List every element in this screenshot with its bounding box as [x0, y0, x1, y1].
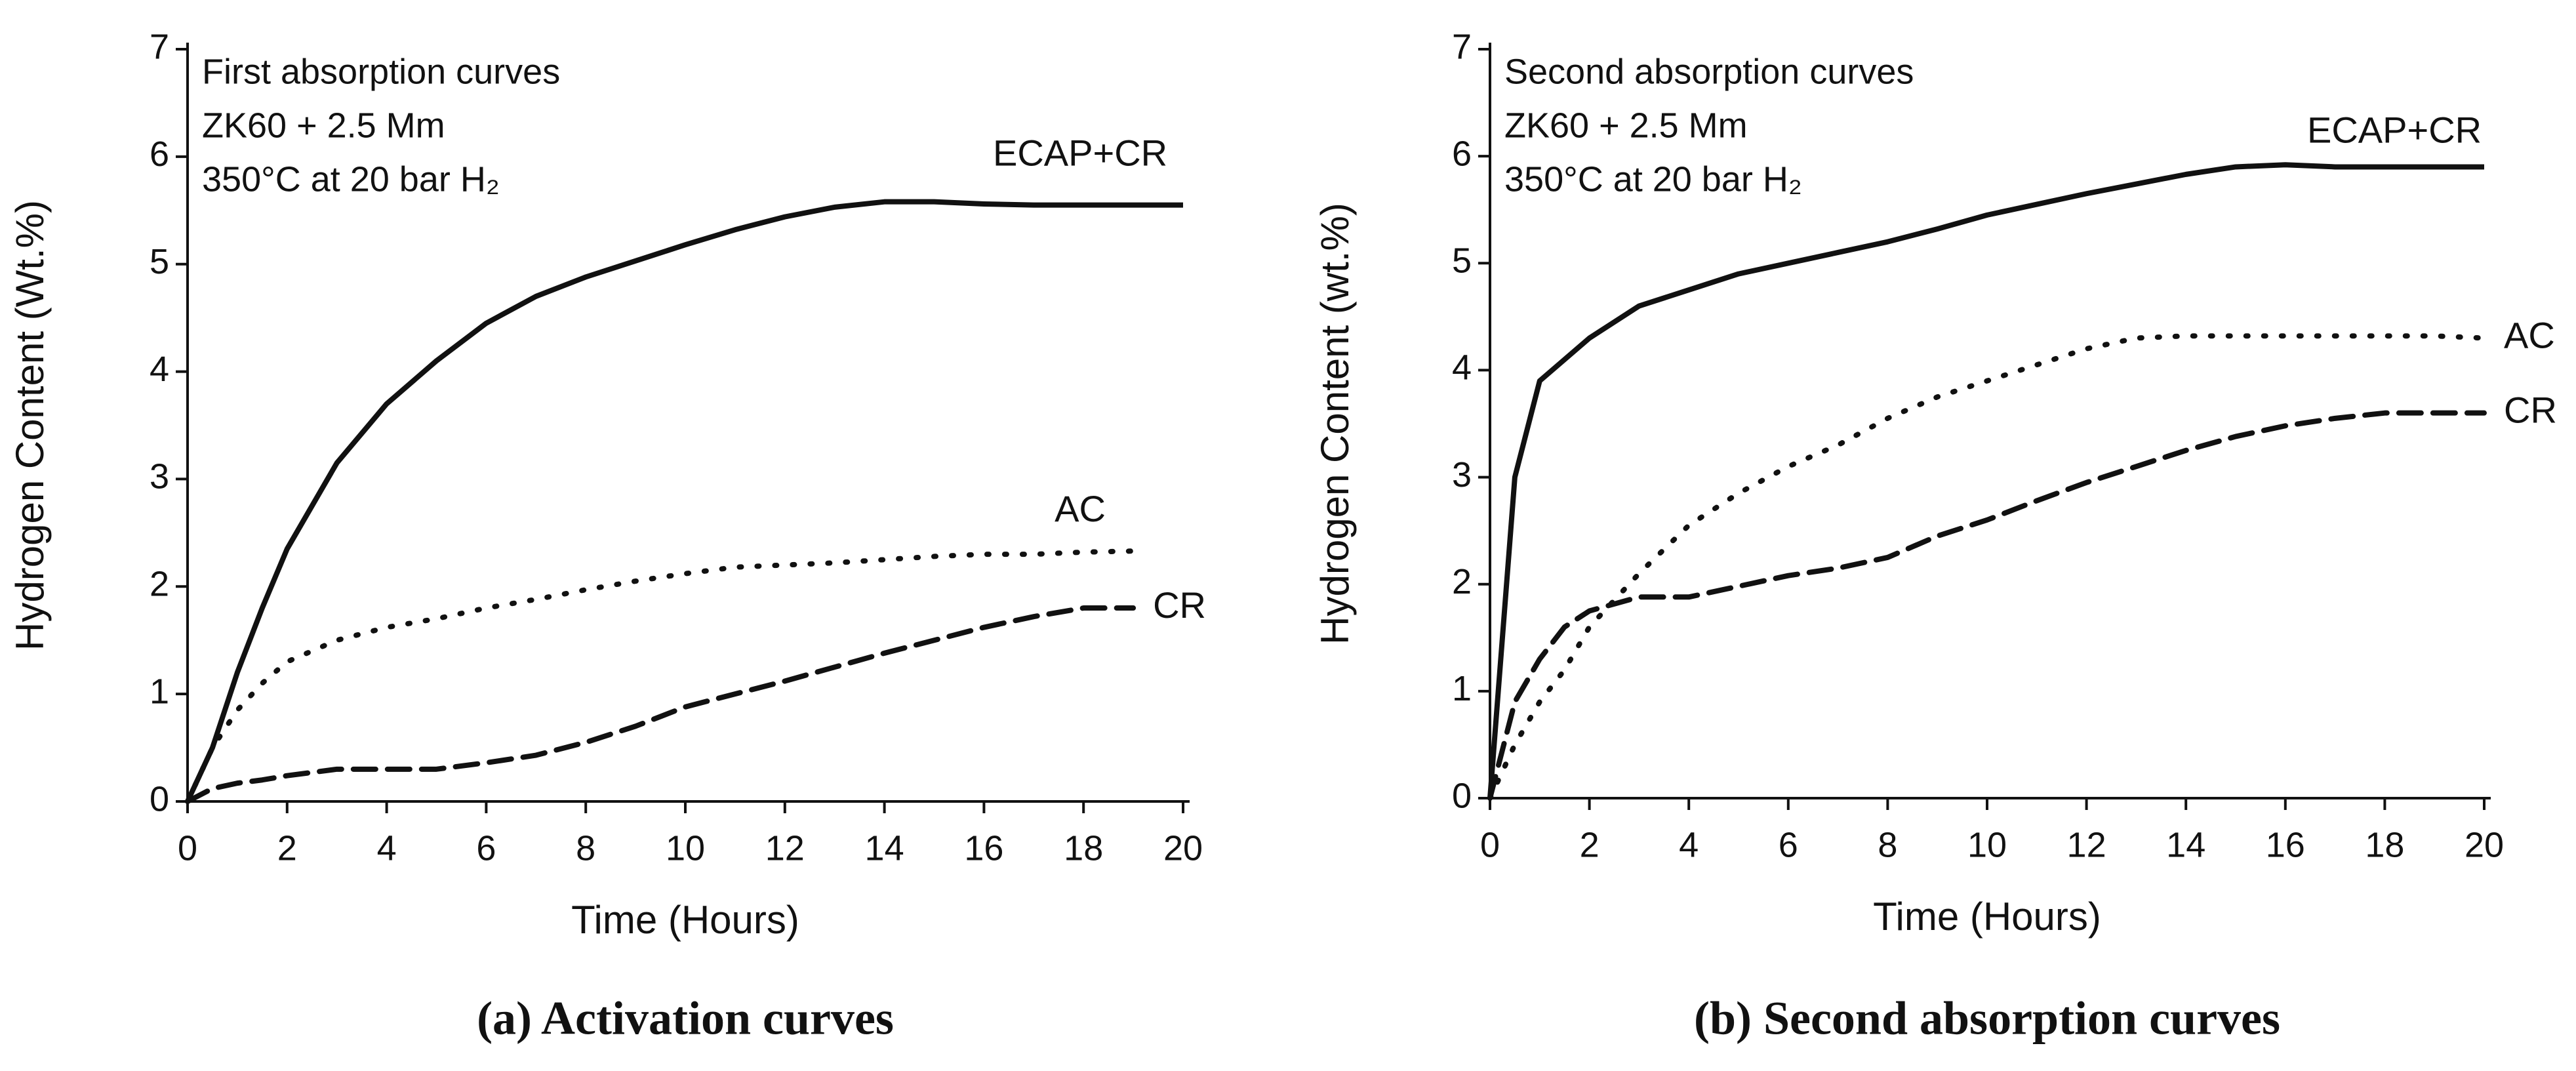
- y-tick-label: 7: [150, 27, 169, 66]
- x-tick-label: 6: [476, 828, 496, 868]
- y-tick-label: 0: [1452, 776, 1472, 815]
- x-axis-label: Time (Hours): [571, 898, 799, 942]
- x-tick-label: 12: [765, 828, 805, 868]
- x-tick-label: 6: [1779, 825, 1798, 864]
- x-tick-label: 0: [178, 828, 197, 868]
- x-tick-label: 18: [2365, 825, 2404, 864]
- annotation: Second absorption curves: [1504, 52, 1914, 91]
- y-tick-label: 4: [1452, 348, 1472, 388]
- annotation: ZK60 + 2.5 Mm: [202, 106, 445, 145]
- panel-caption: (b) Second absorption curves: [1694, 992, 2280, 1045]
- x-tick-label: 8: [576, 828, 595, 868]
- x-tick-label: 16: [2266, 825, 2305, 864]
- x-axis-label: Time (Hours): [1873, 895, 2101, 939]
- x-tick-label: 12: [2067, 825, 2106, 864]
- y-tick-label: 6: [150, 134, 169, 174]
- x-tick-label: 16: [964, 828, 1003, 868]
- x-tick-label: 10: [1967, 825, 2007, 864]
- x-tick-label: 18: [1064, 828, 1103, 868]
- x-tick-label: 10: [666, 828, 705, 868]
- y-tick-label: 3: [1452, 455, 1472, 495]
- y-axis-label: Hydrogen Content (wt.%): [1313, 203, 1357, 645]
- panel-caption: (a) Activation curves: [477, 992, 894, 1045]
- x-tick-label: 2: [1580, 825, 1600, 864]
- series-line: [185, 199, 1183, 803]
- x-tick-label: 4: [377, 828, 397, 868]
- x-tick-label: 20: [2465, 825, 2504, 864]
- annotation: 350°C at 20 bar H₂: [202, 159, 500, 199]
- series-line: [1487, 410, 2487, 801]
- x-tick-label: 4: [1679, 825, 1699, 864]
- series-label: AC: [2504, 314, 2555, 355]
- series-label: ECAP+CR: [2307, 109, 2482, 150]
- x-tick-label: 8: [1878, 825, 1897, 864]
- series-line: [1487, 162, 2484, 799]
- y-tick-label: 7: [1452, 27, 1472, 66]
- y-tick-label: 6: [1452, 134, 1472, 173]
- y-tick-label: 5: [150, 242, 169, 281]
- y-tick-label: 4: [150, 350, 169, 389]
- y-tick-label: 2: [150, 565, 169, 604]
- y-tick-label: 0: [150, 779, 169, 818]
- y-tick-label: 3: [150, 457, 169, 496]
- series-line: [185, 605, 1137, 804]
- x-tick-label: 14: [2166, 825, 2205, 864]
- series-line: [185, 548, 1137, 804]
- x-tick-label: 0: [1480, 825, 1500, 864]
- x-tick-label: 2: [277, 828, 297, 868]
- y-axis-label: Hydrogen Content (Wt.%): [8, 200, 52, 651]
- y-tick-label: 1: [150, 672, 169, 711]
- y-tick-label: 1: [1452, 669, 1472, 708]
- series-label: CR: [1153, 584, 1206, 626]
- annotation: First absorption curves: [202, 52, 560, 91]
- y-tick-label: 2: [1452, 562, 1472, 601]
- x-tick-label: 20: [1163, 828, 1203, 868]
- series-label: ECAP+CR: [993, 132, 1167, 173]
- annotation: 350°C at 20 bar H₂: [1504, 159, 1802, 199]
- x-tick-label: 14: [865, 828, 904, 868]
- annotation: ZK60 + 2.5 Mm: [1504, 106, 1748, 145]
- series-line: [1487, 333, 2487, 801]
- series-label: AC: [1055, 488, 1106, 529]
- series-label: CR: [2504, 389, 2557, 430]
- y-tick-label: 5: [1452, 241, 1472, 281]
